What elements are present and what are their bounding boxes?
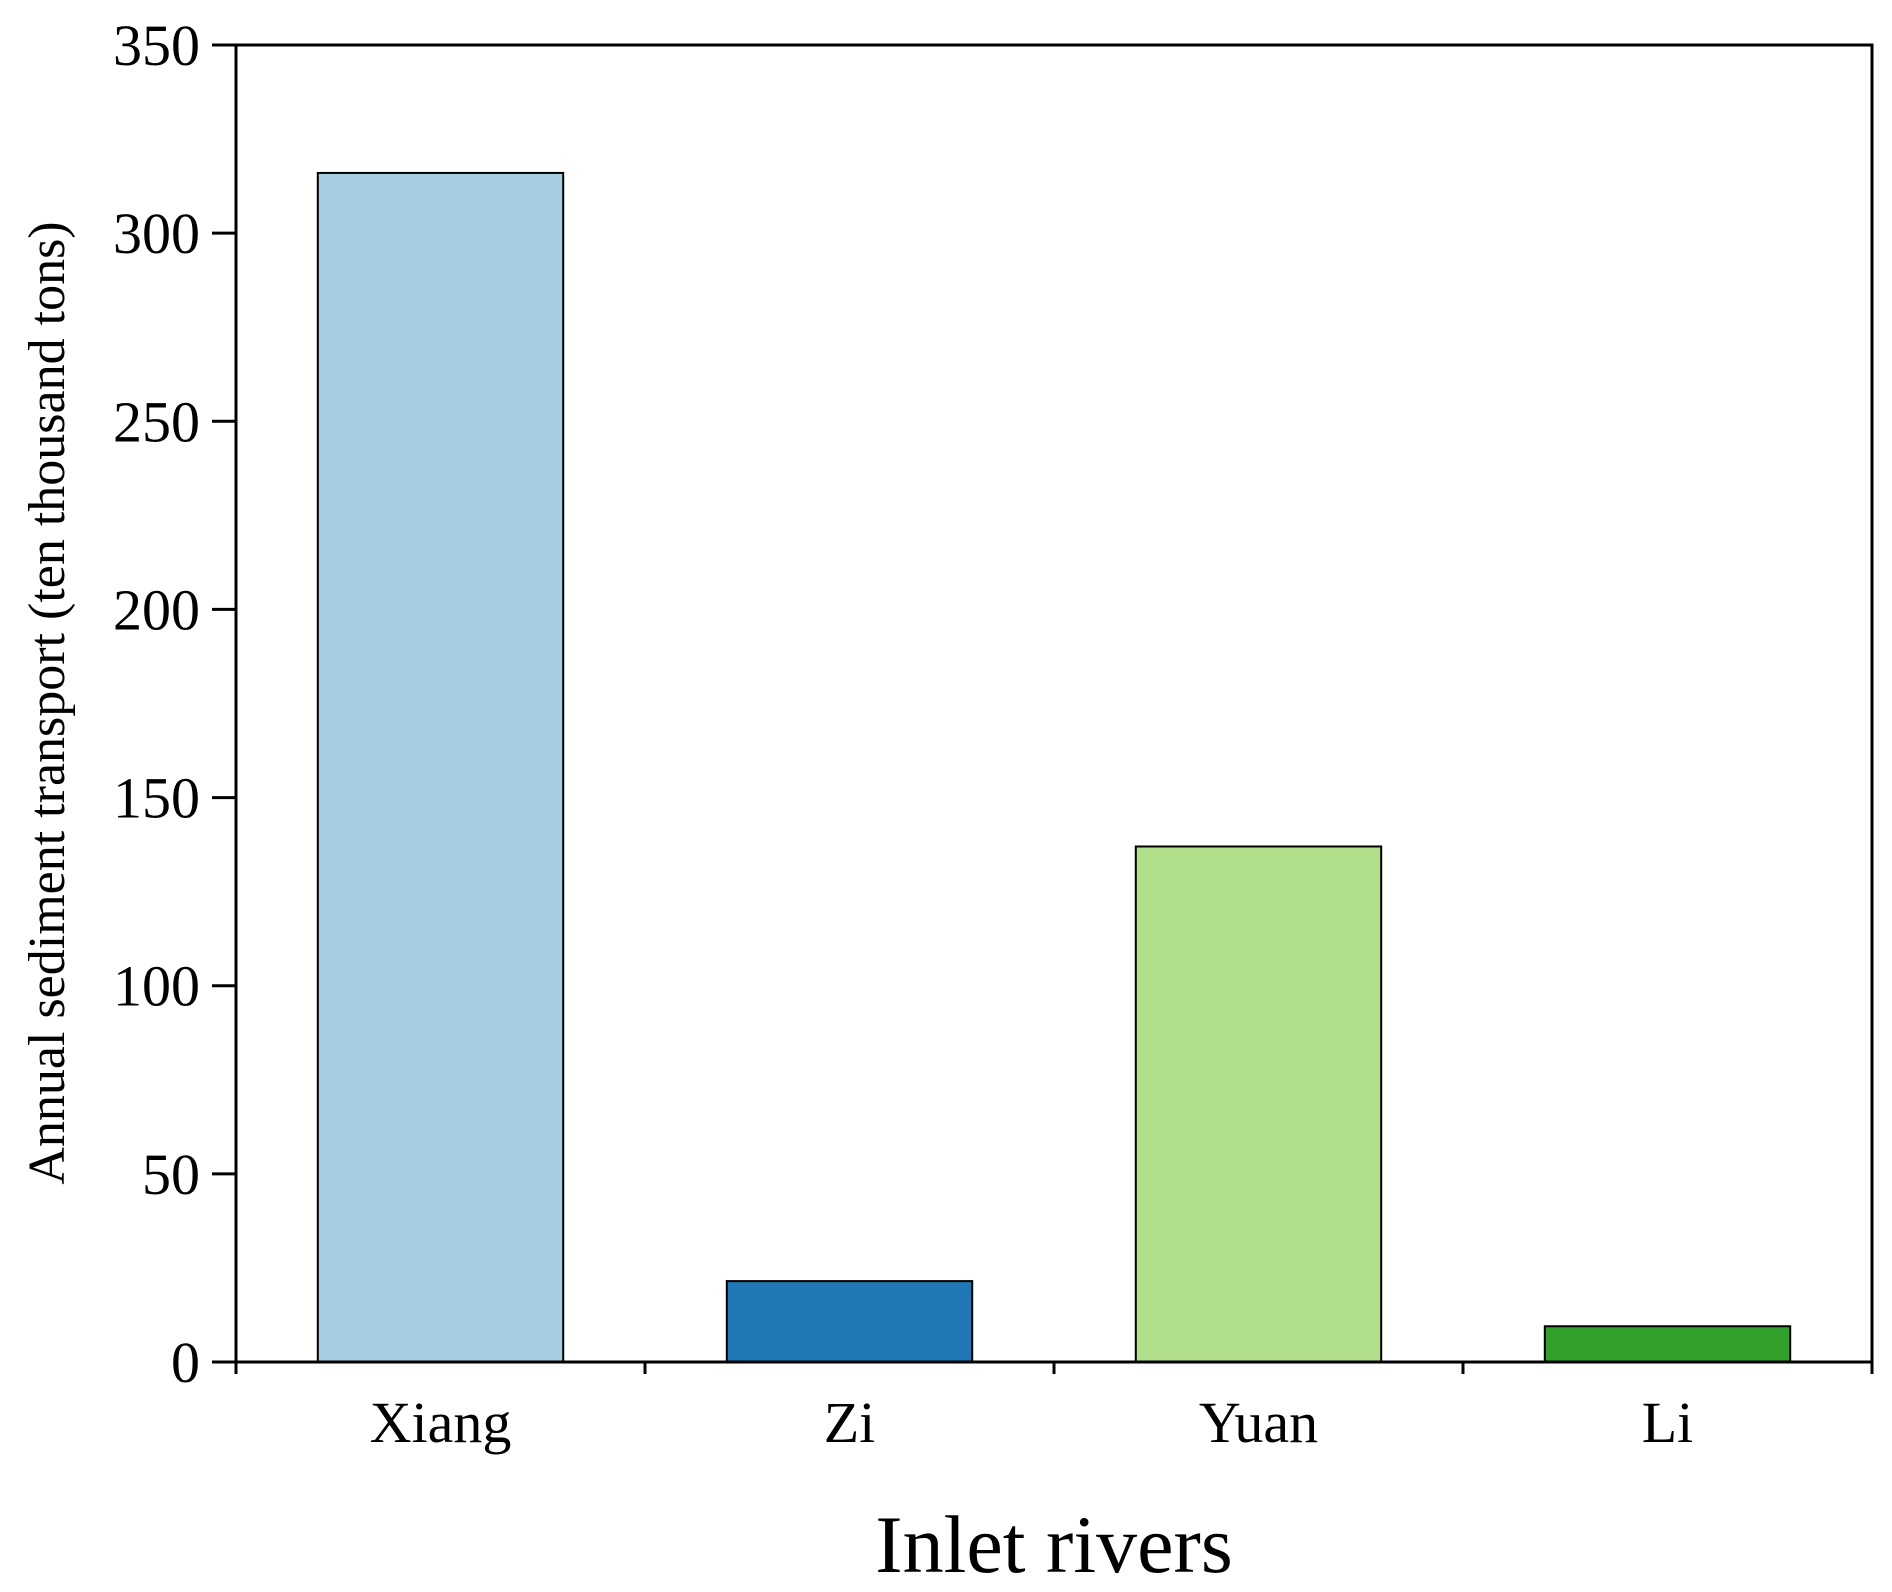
y-axis-ticks: 0 50 100 150 200 250 300 350 xyxy=(113,13,236,1395)
y-tick-label-0: 0 xyxy=(171,1330,200,1395)
bar-zi xyxy=(725,1280,974,1363)
y-tick-label-50: 50 xyxy=(142,1142,200,1207)
y-tick-label-100: 100 xyxy=(113,954,200,1019)
x-axis-title: Inlet rivers xyxy=(875,1499,1232,1590)
bar-yuan xyxy=(1134,845,1383,1363)
y-tick-label-350: 350 xyxy=(113,13,200,78)
y-tick-label-300: 300 xyxy=(113,201,200,266)
x-tick-label-yuan: Yuan xyxy=(1199,1390,1318,1455)
y-tick-label-150: 150 xyxy=(113,766,200,831)
y-tick-label-200: 200 xyxy=(113,577,200,642)
x-tick-label-li: Li xyxy=(1642,1390,1694,1455)
bar-li xyxy=(1543,1325,1792,1363)
bars xyxy=(316,171,1792,1364)
y-tick-label-250: 250 xyxy=(113,389,200,454)
x-tick-label-zi: Zi xyxy=(824,1390,876,1455)
x-tick-label-xiang: Xiang xyxy=(370,1390,512,1455)
bar-xiang xyxy=(316,171,565,1364)
x-axis-ticks: Xiang Zi Yuan Li xyxy=(234,1362,1874,1455)
y-axis-title: Annual sediment transport (ten thousand … xyxy=(19,221,76,1184)
